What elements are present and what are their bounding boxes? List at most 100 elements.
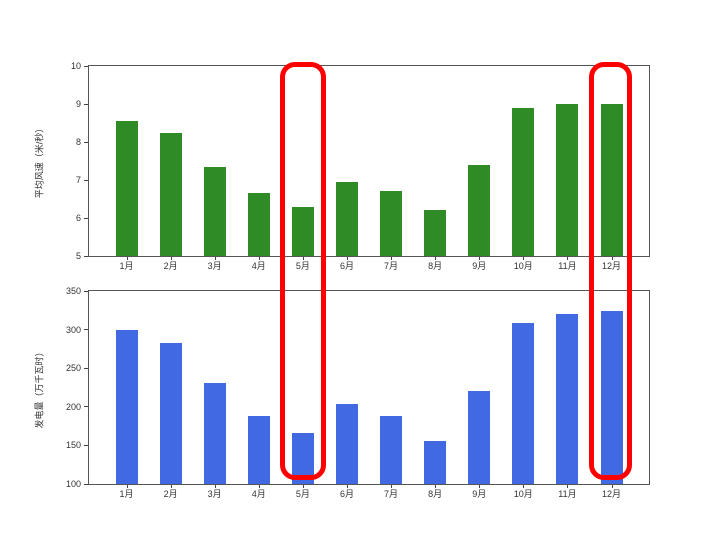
bar-2月: [159, 132, 182, 256]
y-tick-label: 250: [65, 363, 81, 374]
x-tick-label: 3月: [207, 261, 222, 271]
y-tick-label: 200: [65, 401, 81, 412]
x-tick-mark: [391, 485, 393, 488]
x-tick-label: 4月: [251, 261, 266, 271]
x-tick-mark: [302, 257, 304, 260]
x-tick-mark: [258, 485, 260, 488]
y-tick-mark: [84, 483, 88, 485]
wind-speed-y-axis-label: 平均风速（米/秒）: [34, 123, 45, 199]
x-tick-mark: [302, 485, 304, 488]
y-tick-label: 150: [65, 440, 81, 451]
power-generation-y-axis-label: 发电量（万千瓦时）: [34, 346, 45, 429]
y-tick-mark: [84, 103, 88, 105]
bar-12月: [600, 104, 623, 256]
x-tick-label: 3月: [207, 489, 222, 499]
y-tick-mark: [84, 179, 88, 181]
bar-10月: [512, 107, 535, 256]
x-tick-label: 7月: [384, 261, 399, 271]
x-tick-mark: [435, 257, 437, 260]
y-tick-mark: [84, 255, 88, 257]
x-tick-mark: [611, 485, 613, 488]
y-tick-label: 100: [65, 479, 81, 489]
bar-6月: [335, 403, 358, 484]
x-tick-mark: [567, 257, 569, 260]
bar-8月: [424, 210, 447, 256]
y-tick-mark: [84, 65, 88, 67]
y-tick-mark: [84, 217, 88, 219]
power-generation-chart: 发电量（万千瓦时） 100 150 200 250 300 350 1月 2月 3月 4月 5月 6月…: [35, 286, 650, 499]
y-tick-mark: [84, 444, 88, 446]
x-tick-mark: [611, 257, 613, 260]
y-tick-mark: [84, 329, 88, 331]
x-tick-mark: [258, 257, 260, 260]
x-tick-mark: [214, 485, 216, 488]
bar-5月: [291, 206, 314, 256]
x-tick-label: 6月: [339, 489, 354, 499]
x-tick-label: 2月: [163, 261, 178, 271]
y-tick-mark: [84, 290, 88, 292]
y-tick-mark: [84, 367, 88, 369]
bar-11月: [556, 104, 579, 256]
y-tick-mark: [84, 406, 88, 408]
x-tick-mark: [126, 485, 128, 488]
bar-1月: [115, 330, 138, 484]
x-tick-label: 11月: [558, 261, 577, 271]
y-tick-label: 300: [65, 324, 81, 335]
x-tick-mark: [346, 257, 348, 260]
bar-12月: [600, 311, 623, 484]
y-tick-label: 6: [75, 213, 81, 223]
bar-3月: [203, 166, 226, 256]
x-tick-label: 8月: [428, 489, 443, 499]
y-tick-label: 8: [75, 137, 81, 147]
x-tick-label: 9月: [472, 261, 487, 271]
bar-11月: [556, 314, 579, 484]
bar-9月: [468, 164, 491, 256]
x-tick-mark: [479, 485, 481, 488]
x-tick-label: 5月: [295, 489, 310, 499]
y-tick-label: 9: [75, 99, 81, 109]
x-tick-label: 12月: [601, 261, 621, 271]
x-tick-label: 8月: [428, 261, 443, 271]
bar-10月: [512, 323, 535, 484]
bar-7月: [380, 416, 403, 484]
x-tick-label: 6月: [339, 261, 354, 271]
bar-8月: [424, 440, 447, 484]
x-tick-label: 1月: [119, 489, 134, 499]
x-tick-label: 4月: [251, 489, 266, 499]
bar-9月: [468, 391, 491, 484]
x-tick-mark: [214, 257, 216, 260]
x-tick-label: 11月: [558, 489, 577, 499]
x-tick-label: 5月: [295, 261, 310, 271]
bar-5月: [291, 433, 314, 484]
wind-speed-chart: 平均风速（米/秒） 5 6 7 8 9 10 1月 2月 3月 4月 5月 6月 7月 8月 9月 10月 11…: [35, 61, 650, 271]
x-tick-mark: [126, 257, 128, 260]
x-tick-mark: [567, 485, 569, 488]
x-tick-mark: [523, 485, 525, 488]
x-tick-label: 10月: [513, 489, 533, 499]
x-tick-label: 10月: [513, 261, 533, 271]
bar-4月: [247, 416, 270, 484]
x-tick-mark: [170, 257, 172, 260]
x-tick-mark: [346, 485, 348, 488]
bar-6月: [335, 181, 358, 256]
bar-7月: [380, 191, 403, 256]
y-tick-label: 10: [70, 61, 81, 71]
bar-1月: [115, 121, 138, 256]
y-tick-label: 7: [75, 175, 81, 185]
x-tick-mark: [435, 485, 437, 488]
y-tick-label: 350: [65, 286, 81, 296]
x-tick-label: 12月: [601, 489, 621, 499]
x-tick-mark: [523, 257, 525, 260]
x-tick-label: 7月: [384, 489, 399, 499]
x-tick-mark: [170, 485, 172, 488]
x-tick-label: 9月: [472, 489, 487, 499]
bar-3月: [203, 382, 226, 484]
y-tick-label: 5: [75, 251, 81, 261]
x-tick-mark: [391, 257, 393, 260]
bar-4月: [247, 193, 270, 256]
bar-2月: [159, 342, 182, 484]
x-tick-label: 1月: [119, 261, 134, 271]
x-tick-mark: [479, 257, 481, 260]
x-tick-label: 2月: [163, 489, 178, 499]
